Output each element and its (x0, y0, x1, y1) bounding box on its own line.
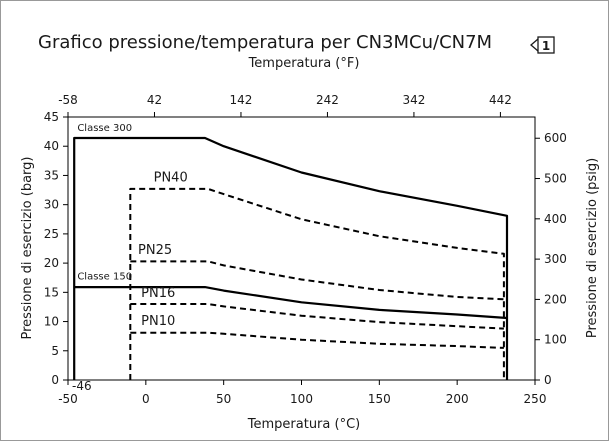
y2-tick-label: 400 (544, 212, 567, 226)
series-line-pn16 (130, 303, 504, 330)
y-tick-label: 25 (44, 227, 59, 241)
x2-tick-label: 42 (147, 93, 162, 107)
y2-tick-label: 200 (544, 292, 567, 306)
y-tick-label: 15 (44, 285, 59, 299)
series-label-classe-150: Classe 150 (77, 271, 132, 282)
y-tick-label: 35 (44, 168, 59, 182)
series-label-pn16: PN16 (141, 286, 175, 301)
x-tick-label: 200 (446, 392, 469, 406)
y2-tick-label: 100 (544, 333, 567, 347)
y-tick-label: 0 (51, 373, 59, 387)
x-tick-label: 100 (290, 392, 313, 406)
x-tick-label: 250 (524, 392, 547, 406)
x-tick-label: 50 (216, 392, 231, 406)
y2-tick-label: 300 (544, 252, 567, 266)
x-tick-label: 150 (368, 392, 391, 406)
x2-tick-label: 142 (230, 93, 253, 107)
series-label-pn10: PN10 (141, 314, 175, 329)
y2-tick-label: 600 (544, 131, 567, 145)
y-tick-label: 20 (44, 256, 59, 270)
chart-title: Grafico pressione/temperatura per CN3MCu… (38, 32, 492, 53)
y2-tick-label: 0 (544, 373, 552, 387)
x-tick-label: -50 (58, 392, 78, 406)
x2-axis-label: Temperatura (°F) (248, 56, 360, 71)
y-tick-label: 5 (51, 344, 59, 358)
series-line-classe-150 (74, 286, 508, 320)
x2-tick-label: 242 (316, 93, 339, 107)
series-label-pn40: PN40 (154, 170, 188, 185)
y-tick-label: 30 (44, 198, 59, 212)
x2-tick-label: 442 (489, 93, 512, 107)
series-labels-layer: Classe 300 PN40 PN25 Classe 150 PN16 PN10 (77, 123, 187, 329)
footnote-marker-label: 1 (542, 39, 550, 53)
y2-tick-label: 500 (544, 172, 567, 186)
x2-tick-label: -58 (58, 93, 78, 107)
x2-tick-label: 342 (402, 93, 425, 107)
y-tick-label: 40 (44, 139, 59, 153)
axis-ticks: -50 0 50 100 150 200 250 0 5 10 15 20 25 30 35 40 45 -58 4… (44, 93, 567, 406)
footnote-marker-icon: 1 (530, 36, 555, 54)
series-layer (73, 136, 509, 380)
series-line-classe-300 (73, 136, 509, 380)
series-line-pn10 (130, 331, 504, 349)
x-axis-label: Temperatura (°C) (247, 417, 360, 432)
y2-axis-label: Pressione di esercizio (psig) (585, 158, 600, 338)
series-line-pn25 (130, 260, 504, 301)
x-tick-label: 0 (142, 392, 150, 406)
min-temperature-label: -46 (72, 379, 92, 393)
series-label-classe-300: Classe 300 (77, 123, 132, 134)
y-tick-label: 10 (44, 315, 59, 329)
y-tick-label: 45 (44, 110, 59, 124)
y-axis-label: Pressione di esercizio (barg) (20, 157, 35, 340)
series-label-pn25: PN25 (138, 243, 172, 258)
